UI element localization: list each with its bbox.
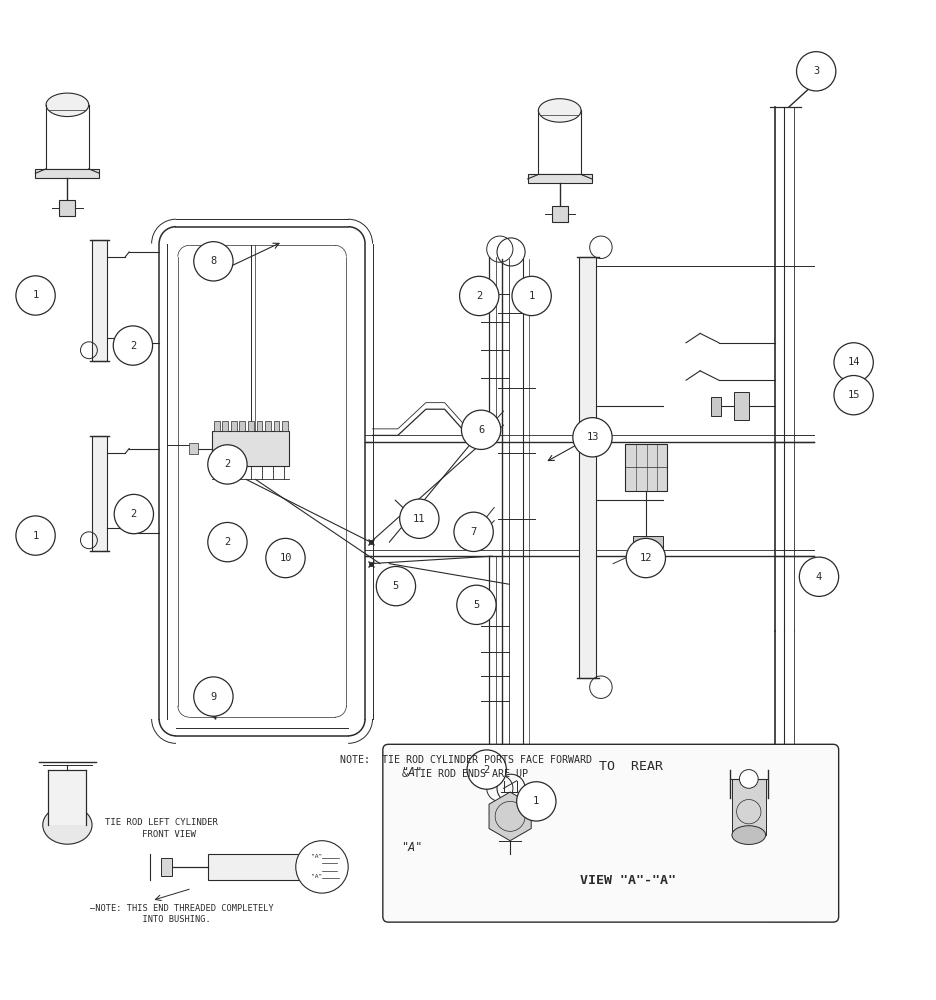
Bar: [265, 421, 271, 431]
Bar: [59, 200, 76, 216]
Text: 2: 2: [225, 537, 230, 547]
Circle shape: [113, 326, 153, 365]
Circle shape: [834, 343, 873, 382]
Bar: [551, 206, 568, 222]
Text: 1: 1: [534, 796, 539, 806]
Bar: [92, 436, 107, 551]
Text: 14: 14: [847, 357, 860, 367]
Text: 12: 12: [639, 553, 652, 563]
Circle shape: [114, 494, 154, 534]
Circle shape: [512, 276, 551, 316]
Bar: [214, 421, 220, 431]
Bar: [711, 397, 721, 416]
Bar: [49, 770, 86, 825]
Text: "A": "A": [401, 841, 422, 854]
Bar: [212, 431, 289, 466]
Circle shape: [400, 499, 439, 538]
Bar: [528, 174, 592, 183]
Circle shape: [467, 750, 506, 789]
Circle shape: [739, 770, 758, 788]
Bar: [625, 444, 667, 491]
Bar: [161, 858, 172, 876]
Text: "A": "A": [311, 854, 322, 859]
Circle shape: [208, 445, 247, 484]
Circle shape: [457, 585, 496, 624]
Bar: [256, 421, 262, 431]
Ellipse shape: [43, 806, 92, 844]
Text: 2: 2: [484, 765, 490, 775]
Circle shape: [208, 522, 247, 562]
Text: 13: 13: [586, 432, 599, 442]
Text: 5: 5: [474, 600, 479, 610]
Bar: [734, 392, 749, 420]
Text: 8: 8: [211, 256, 216, 266]
Text: "A": "A": [311, 874, 322, 879]
Text: & TIE ROD ENDS ARE UP: & TIE ROD ENDS ARE UP: [389, 769, 528, 779]
Text: 6: 6: [478, 425, 484, 435]
Circle shape: [16, 516, 55, 555]
Circle shape: [266, 538, 305, 578]
Bar: [208, 854, 320, 880]
Bar: [231, 421, 237, 431]
Bar: [282, 421, 287, 431]
Text: 2: 2: [130, 341, 136, 351]
Circle shape: [797, 52, 836, 91]
Circle shape: [460, 276, 499, 316]
Ellipse shape: [538, 99, 581, 122]
Text: 1: 1: [33, 290, 38, 300]
Circle shape: [517, 782, 556, 821]
Text: 1: 1: [529, 291, 534, 301]
Bar: [189, 443, 198, 454]
Text: 2: 2: [131, 509, 137, 519]
Text: 7: 7: [471, 527, 476, 537]
Ellipse shape: [46, 93, 89, 117]
Circle shape: [376, 566, 416, 606]
Ellipse shape: [732, 826, 766, 844]
Text: 10: 10: [279, 553, 292, 563]
Bar: [240, 421, 245, 431]
Text: —NOTE: THIS END THREADED COMPLETELY
          INTO BUSHING.: —NOTE: THIS END THREADED COMPLETELY INTO…: [90, 904, 273, 924]
Circle shape: [194, 677, 233, 716]
Text: NOTE:  TIE ROD CYLINDER PORTS FACE FORWARD: NOTE: TIE ROD CYLINDER PORTS FACE FORWAR…: [340, 755, 592, 765]
Bar: [36, 169, 99, 178]
Bar: [92, 240, 107, 361]
Bar: [248, 421, 254, 431]
Circle shape: [454, 512, 493, 551]
Text: 15: 15: [847, 390, 860, 400]
Circle shape: [461, 410, 501, 449]
FancyBboxPatch shape: [383, 744, 839, 922]
Text: 1: 1: [33, 531, 38, 541]
Bar: [541, 774, 578, 829]
Text: VIEW "A"-"A": VIEW "A"-"A": [580, 874, 677, 887]
Circle shape: [834, 376, 873, 415]
Bar: [273, 421, 279, 431]
Bar: [223, 421, 228, 431]
Bar: [579, 257, 596, 678]
Text: 9: 9: [211, 692, 216, 702]
Ellipse shape: [535, 810, 584, 848]
Circle shape: [799, 557, 839, 596]
Text: "A": "A": [401, 766, 422, 779]
Circle shape: [573, 418, 612, 457]
Bar: [732, 779, 766, 835]
Text: 11: 11: [413, 514, 426, 524]
Circle shape: [626, 538, 665, 578]
Text: 2: 2: [225, 459, 230, 469]
Text: TO  REAR: TO REAR: [599, 760, 663, 773]
Text: 3: 3: [813, 66, 819, 76]
Text: TIE ROD LEFT CYLINDER
   FRONT VIEW: TIE ROD LEFT CYLINDER FRONT VIEW: [105, 818, 217, 839]
Circle shape: [296, 841, 348, 893]
Text: 2: 2: [476, 291, 482, 301]
Bar: [633, 536, 663, 556]
Text: 4: 4: [816, 572, 822, 582]
Circle shape: [194, 242, 233, 281]
Circle shape: [16, 276, 55, 315]
Text: 5: 5: [393, 581, 399, 591]
